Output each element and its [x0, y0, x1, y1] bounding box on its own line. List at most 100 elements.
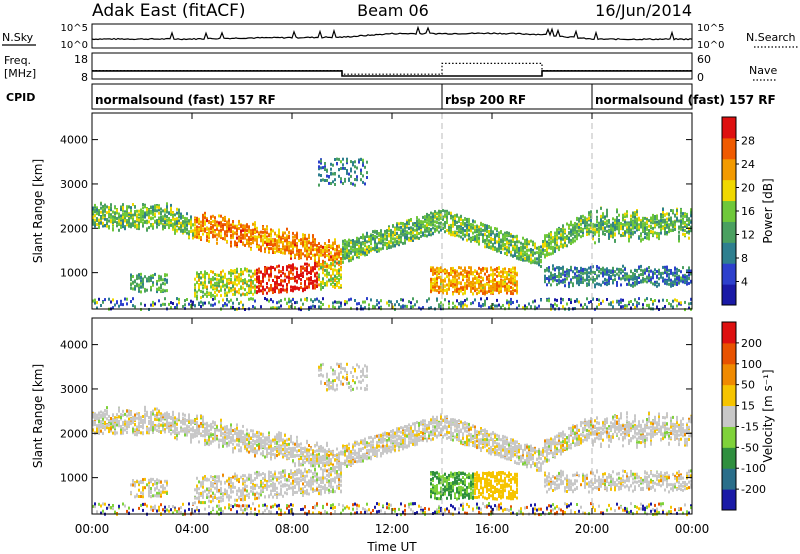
echo-cell [346, 169, 348, 172]
echo-cell [490, 273, 492, 277]
echo-cell [206, 235, 208, 239]
ground-scatter-cell [464, 299, 466, 303]
echo-cell [506, 248, 508, 252]
echo-cell [554, 242, 556, 246]
echo-cell [340, 177, 342, 181]
echo-cell [572, 228, 574, 232]
echo-cell [286, 283, 288, 286]
echo-cell [540, 251, 542, 255]
echo-cell [434, 278, 436, 282]
echo-cell [596, 227, 598, 231]
echo-cell [202, 218, 204, 222]
ground-scatter-cell [478, 302, 480, 306]
echo-cell [358, 245, 360, 249]
ground-scatter-cell [444, 298, 446, 302]
ground-scatter-cell [346, 300, 348, 304]
echo-cell [544, 274, 546, 278]
echo-cell [206, 238, 208, 242]
ground-scatter-cell [586, 297, 588, 301]
echo-cell [126, 205, 128, 209]
echo-cell [590, 265, 592, 269]
echo-cell [318, 259, 320, 263]
ground-scatter-cell [242, 306, 244, 310]
ground-scatter-cell [120, 299, 122, 303]
echo-cell [608, 232, 610, 236]
echo-cell [582, 281, 584, 284]
echo-cell [150, 217, 152, 221]
echo-cell [468, 219, 470, 223]
echo-cell [308, 248, 310, 252]
echo-cell [238, 235, 240, 239]
echo-cell [576, 230, 578, 234]
echo-cell [486, 230, 488, 233]
echo-cell [162, 278, 164, 282]
echo-cell [156, 204, 158, 207]
ground-scatter-cell [530, 306, 532, 310]
echo-cell [308, 271, 310, 275]
echo-cell [190, 215, 192, 219]
echo-cell [322, 166, 324, 170]
echo-cell [394, 233, 396, 237]
echo-cell [138, 209, 140, 213]
echo-cell [410, 232, 412, 236]
ground-scatter-cell [492, 303, 494, 306]
echo-cell [508, 273, 510, 277]
echo-cell [444, 269, 446, 273]
echo-cell [496, 281, 498, 285]
echo-cell [582, 228, 584, 232]
echo-cell [140, 210, 142, 214]
echo-cell [454, 271, 456, 275]
echo-cell [336, 284, 338, 288]
echo-cell [564, 236, 566, 240]
echo-cell [428, 222, 430, 226]
echo-cell [514, 272, 516, 276]
echo-cell [248, 230, 250, 234]
echo-cell [346, 254, 348, 258]
echo-cell [142, 206, 144, 210]
echo-cell [462, 227, 464, 230]
echo-cell [512, 286, 514, 290]
echo-cell [308, 236, 310, 240]
ground-scatter-cell [408, 300, 410, 304]
ground-scatter-cell [94, 301, 96, 305]
echo-cell [290, 269, 292, 272]
echo-cell [482, 266, 484, 270]
echo-cell [608, 282, 610, 286]
echo-cell [222, 284, 224, 288]
echo-cell [596, 274, 598, 278]
echo-cell [418, 236, 420, 240]
echo-cell [130, 214, 132, 218]
echo-cell [124, 211, 126, 215]
echo-cell [340, 268, 342, 272]
echo-cell [602, 215, 604, 219]
echo-cell [574, 275, 576, 279]
echo-cell [440, 285, 442, 289]
echo-cell [542, 242, 544, 246]
echo-cell [272, 291, 274, 294]
echo-cell [548, 252, 550, 256]
echo-cell [590, 230, 592, 234]
echo-cell [616, 221, 618, 225]
echo-cell [200, 290, 202, 293]
echo-cell [246, 269, 248, 273]
echo-cell [612, 224, 614, 228]
echo-cell [314, 256, 316, 260]
noise-sky-trace [91, 25, 693, 41]
echo-cell [470, 223, 472, 227]
echo-cell [436, 270, 438, 274]
echo-cell [184, 223, 186, 227]
echo-cell [484, 223, 486, 227]
echo-cell [378, 233, 380, 237]
ground-scatter-cell [202, 301, 204, 305]
echo-cell [590, 226, 592, 230]
echo-cell [478, 225, 480, 229]
echo-cell [340, 261, 342, 265]
echo-cell [246, 282, 248, 286]
echo-cell [170, 203, 172, 207]
echo-cell [218, 234, 220, 238]
echo-cell [140, 208, 142, 212]
echo-cell [294, 276, 296, 280]
echo-cell [300, 250, 302, 254]
echo-cell [254, 229, 256, 233]
echo-cell [572, 225, 574, 229]
